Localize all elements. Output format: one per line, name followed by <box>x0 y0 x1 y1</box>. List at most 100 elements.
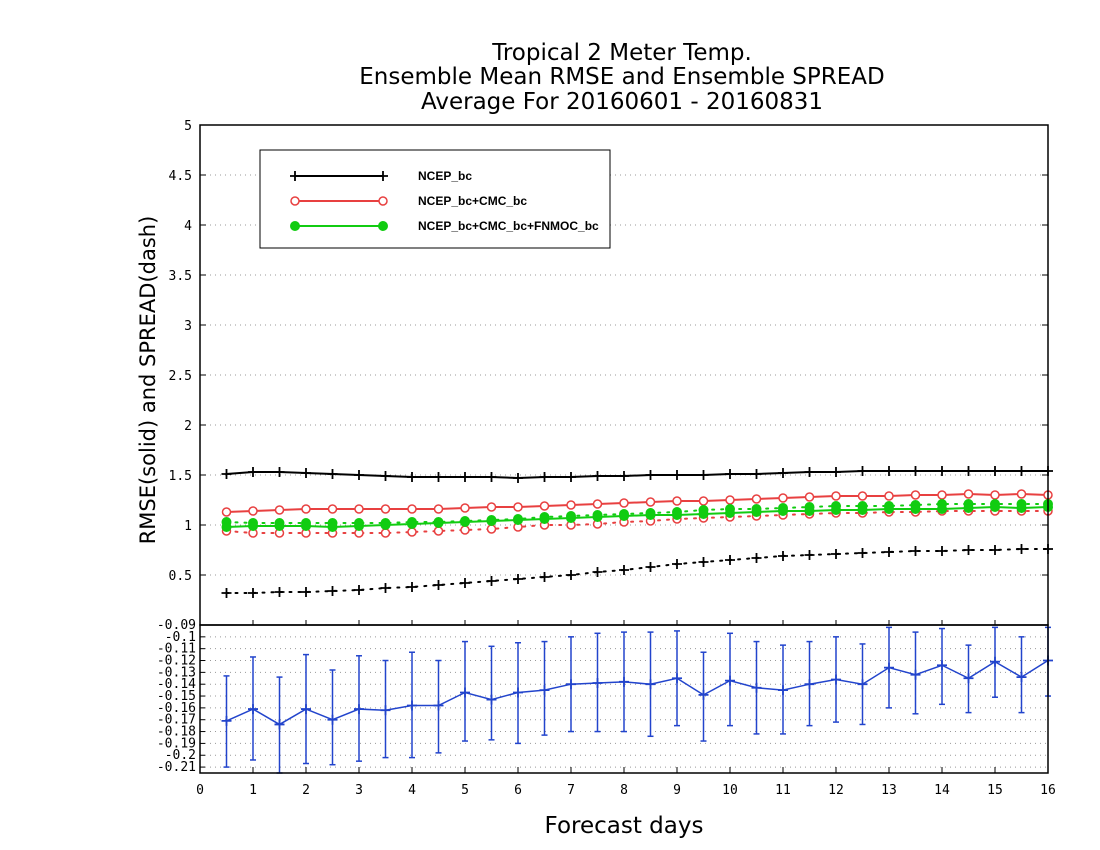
bottom-y-tick-label: -0.21 <box>157 760 196 775</box>
difference-mean-point <box>672 673 682 684</box>
difference-mean-point <box>407 700 417 711</box>
x-tick-label: 15 <box>987 783 1003 798</box>
series-0-spread-point <box>486 576 497 586</box>
series-0-rmse-point <box>513 473 523 483</box>
series-1-rmse-point <box>963 489 974 499</box>
difference-mean-point <box>327 714 338 725</box>
series-2-rmse-point <box>380 520 391 530</box>
x-tick-label: 1 <box>249 783 257 798</box>
x-tick-label: 4 <box>408 783 416 798</box>
series-2-rmse-point <box>751 507 762 517</box>
legend-marker-1 <box>378 196 388 206</box>
series-0-spread-point <box>566 570 576 580</box>
series-0-rmse-point <box>566 472 576 482</box>
series-1-rmse-point <box>725 495 735 505</box>
series-2-rmse-point <box>486 516 497 526</box>
series-1-rmse-point <box>672 496 682 506</box>
y-axis-label: RMSE(solid) and SPREAD(dash) <box>136 216 160 545</box>
series-0-rmse-point <box>804 467 815 477</box>
series-2-rmse-point <box>645 510 656 520</box>
series-1-rmse-point <box>486 502 497 512</box>
legend: NCEP_bc NCEP_bc+CMC_bc NCEP_bc+CMC_bc+FNMO… <box>259 149 611 249</box>
series-2-rmse-point <box>566 513 576 523</box>
series-0-rmse-point <box>248 467 258 477</box>
series-1-rmse-point <box>1016 489 1027 499</box>
difference-mean-point <box>539 685 550 696</box>
series-0-spread-point <box>831 549 841 559</box>
series-1-rmse-point <box>698 496 709 506</box>
series-1-rmse-point <box>884 491 894 501</box>
difference-mean-point <box>354 704 364 715</box>
x-tick-label: 6 <box>514 783 522 798</box>
legend-marker-0 <box>378 171 388 181</box>
series-0-rmse-point <box>725 469 735 479</box>
difference-mean-point <box>831 674 841 685</box>
bottom-y-tick-label: -0.14 <box>157 677 196 692</box>
bottom-y-tick-label: -0.15 <box>157 689 196 704</box>
bottom-y-tick-label: -0.2 <box>165 748 196 763</box>
difference-mean-point <box>725 675 735 686</box>
series-0-rmse-point <box>778 468 788 478</box>
x-axis-label: Forecast days <box>545 813 704 839</box>
series-0-rmse-point <box>592 471 603 481</box>
series-0-rmse-point <box>990 466 1000 476</box>
series-0-rmse-line <box>226 470 1048 480</box>
top-y-tick-label: 4 <box>184 219 192 234</box>
series-0-rmse-point <box>884 466 894 476</box>
series-1-rmse-point <box>751 494 762 504</box>
series-2-rmse-point <box>327 522 338 532</box>
bottom-y-tick-label: -0.1 <box>165 630 196 645</box>
difference-mean-point <box>990 656 1000 667</box>
legend-label-1: NCEP_bc+CMC_bc <box>418 194 527 208</box>
series-2-rmse-point <box>433 518 444 528</box>
difference-mean-point <box>566 679 576 690</box>
series-0-spread-point <box>937 546 947 556</box>
series-0-spread-point <box>672 559 682 569</box>
series-0-spread-point <box>460 578 470 588</box>
series-0-spread-point <box>645 562 656 572</box>
series-1-rmse-point <box>513 502 523 512</box>
x-tick-label: 8 <box>620 783 628 798</box>
top-y-tick-label: 3.5 <box>169 269 192 284</box>
series-0-rmse-point <box>910 466 921 476</box>
series-1-rmse-point <box>380 504 391 514</box>
difference-mean-point <box>433 700 444 711</box>
series-2-rmse-point <box>672 510 682 520</box>
legend-label-2: NCEP_bc+CMC_bc+FNMOC_bc <box>418 219 599 233</box>
series-1-spread-point <box>433 526 444 536</box>
series-2-rmse-point <box>884 504 894 514</box>
legend-marker-1 <box>290 196 300 206</box>
series-1-rmse-point <box>910 490 921 500</box>
difference-mean-point <box>248 704 258 715</box>
series-1-rmse-point <box>619 498 629 508</box>
x-tick-label: 0 <box>196 783 204 798</box>
difference-mean-point <box>937 660 947 671</box>
difference-mean-point <box>698 689 709 700</box>
x-tick-label: 7 <box>567 783 575 798</box>
series-0-rmse-point <box>274 467 285 477</box>
x-tick-label: 12 <box>828 783 844 798</box>
series-1-rmse-point <box>354 504 364 514</box>
chart-title-line-2: Ensemble Mean RMSE and Ensemble SPREAD <box>359 64 884 90</box>
legend-marker-2 <box>290 221 300 231</box>
series-1-rmse-point <box>804 492 815 502</box>
series-2-rmse-point <box>857 505 868 515</box>
series-2-rmse-point <box>407 519 417 529</box>
x-tick-label: 9 <box>673 783 681 798</box>
series-0-spread-point <box>857 548 868 558</box>
difference-mean-point <box>221 715 232 726</box>
series-2-rmse-point <box>619 511 629 521</box>
difference-mean-point <box>301 704 311 715</box>
series-0-rmse-point <box>672 470 682 480</box>
series-1-rmse-point <box>990 490 1000 500</box>
x-axis-ticks: 0 1 2 3 4 5 6 7 8 9 10 11 12 13 14 15 16 <box>196 620 1056 798</box>
series-0-spread-point <box>513 574 523 584</box>
bottom-y-tick-label: -0.09 <box>157 618 196 633</box>
series-0-spread-point <box>751 553 762 563</box>
difference-mean-point <box>751 682 762 693</box>
difference-mean-point <box>592 678 603 689</box>
x-tick-label: 3 <box>355 783 363 798</box>
x-tick-label: 10 <box>722 783 738 798</box>
series-0-rmse-point <box>486 472 497 482</box>
difference-mean-point <box>460 687 470 698</box>
